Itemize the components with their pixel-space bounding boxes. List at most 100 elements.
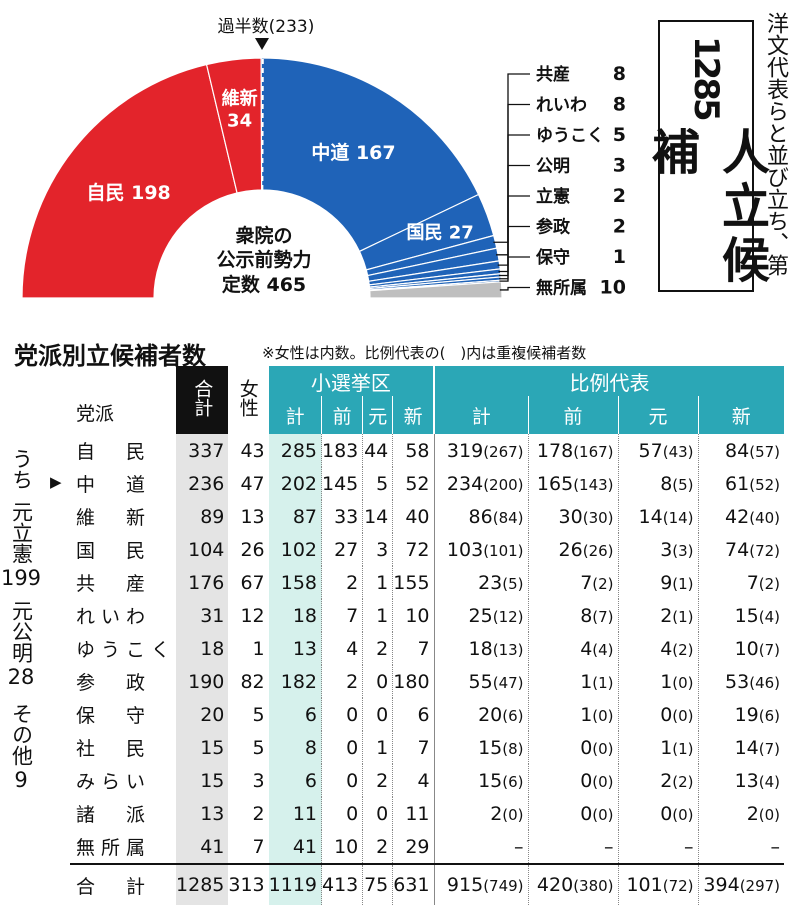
side-note-uchi: うち [9, 448, 34, 490]
pr-dup-count: (380) [573, 877, 614, 895]
cell-d-shin: 52 [392, 467, 435, 500]
pr-count: 8 [580, 604, 593, 627]
side-note-sonota: その他 [9, 702, 34, 766]
slice-label-2-0: 中道 167 [311, 141, 395, 164]
pr-dup-count: (2) [592, 574, 614, 593]
party-name: 参 政 [76, 672, 152, 694]
cell-p-moto: 101(72) [617, 863, 699, 905]
pr-count: 26 [558, 538, 583, 561]
headline-number: 1285 [686, 36, 726, 119]
pr-dup-count: (47) [492, 673, 524, 692]
pr-dup-count: (7) [592, 607, 614, 626]
cell-p-kei: – [433, 830, 529, 864]
table-row: ▶ 中 道 236 47 202 145 5 52 234(200) 165(143) 8(5) 61… [50, 467, 785, 500]
party-cell: 共 産 [70, 566, 176, 599]
cell-p-mae: 7(2) [527, 566, 619, 599]
cell-female: 67 [240, 571, 265, 594]
cell-p-moto: 2(1) [617, 599, 699, 632]
leader-line-7 [498, 164, 530, 273]
pr-count: 86 [468, 505, 493, 528]
cell-p-mae: 420(380) [527, 863, 619, 905]
pr-count: 9 [660, 571, 673, 594]
cell-p-moto: – [617, 830, 699, 864]
cell-d-moto: 2 [362, 830, 393, 864]
pr-count: – [514, 835, 524, 858]
cell-p-moto: 0(0) [617, 698, 699, 731]
party-cell: 社 民 [70, 731, 176, 764]
cell-d-shin: 180 [392, 665, 435, 698]
party-cell: 参 政 [70, 665, 176, 698]
table-row: 参 政 190 82 182 2 0 180 55(47) 1(1) 1(0) 53(46) [70, 665, 785, 698]
cell-p-mae: 4(4) [527, 632, 619, 665]
table-title: 党派別立候補者数 [14, 342, 206, 370]
small-slice-name-7: 公明 [536, 157, 570, 177]
pr-dup-count: (12) [492, 607, 524, 626]
cell-d-shin: 10 [392, 599, 435, 632]
pr-count: 20 [478, 703, 503, 726]
cell-p-kei: 18(13) [433, 632, 529, 665]
table-row: 共 産 176 67 158 2 1 155 23(5) 7(2) 9(1) 7(2) [70, 566, 785, 599]
pr-dup-count: (0) [672, 706, 694, 725]
header-d-shin: 新 [392, 396, 435, 434]
pr-count: 420 [536, 874, 574, 896]
pr-dup-count: (6) [758, 706, 781, 725]
cell-d-kei: 182 [268, 665, 322, 698]
pr-dup-count: (4) [758, 772, 781, 791]
pr-dup-count: (0) [592, 706, 614, 725]
center-total: 定数 465 [222, 273, 306, 296]
cell-female: 43 [240, 439, 265, 462]
small-slice-value-6: 5 [613, 124, 626, 146]
cell-total: 15 [176, 731, 229, 764]
pr-count: 7 [580, 571, 593, 594]
pr-count: 234 [446, 472, 484, 495]
cell-p-shin: – [697, 830, 785, 864]
cell-p-mae: 0(0) [527, 731, 619, 764]
pr-dup-count: (72) [662, 877, 694, 895]
party-name: 自 民 [76, 441, 152, 463]
cell-d-shin: 72 [392, 533, 435, 566]
table-row: ゆうこく 18 1 13 4 2 7 18(13) 4(4) 4(2) 10(7) [70, 632, 785, 665]
pr-dup-count: (5) [672, 475, 694, 494]
cell-female: 26 [240, 538, 265, 561]
cell-d-moto: 1 [362, 566, 393, 599]
leader-line-4 [493, 73, 530, 243]
cell-p-kei: 15(6) [433, 764, 529, 797]
cell-p-moto: 1(0) [617, 665, 699, 698]
cell-d-kei: 18 [268, 599, 322, 632]
pr-count: 103 [446, 538, 484, 561]
pr-dup-count: (7) [758, 739, 781, 758]
cell-p-moto: 9(1) [617, 566, 699, 599]
pr-count: 8 [660, 472, 673, 495]
cell-d-moto: 5 [362, 467, 393, 500]
pr-count: 915 [446, 874, 484, 896]
slice-label-1-1: 34 [227, 111, 252, 132]
cell-d-kei: 13 [268, 632, 322, 665]
cell-total: 20 [176, 698, 229, 731]
pr-count: 7 [746, 571, 759, 594]
pr-count: 0 [580, 736, 593, 759]
small-slice-value-4: 8 [613, 63, 626, 85]
headline-box: 1285 人立候補 [643, 20, 769, 292]
pr-dup-count: (13) [492, 640, 524, 659]
small-slice-name-9: 参政 [536, 217, 571, 238]
small-slice-name-5: れいわ [536, 96, 587, 116]
pr-count: 3 [660, 538, 673, 561]
cell-p-kei: 23(5) [433, 566, 529, 599]
cell-total: 190 [176, 665, 229, 698]
pr-dup-count: (267) [483, 442, 524, 461]
cell-d-kei: 202 [268, 467, 322, 500]
pr-dup-count: (46) [749, 673, 781, 692]
cell-d-mae: 413 [320, 863, 363, 905]
cell-d-mae: 183 [320, 434, 363, 467]
pr-dup-count: (0) [592, 772, 614, 791]
cell-total: 104 [176, 533, 229, 566]
slice-0 [21, 63, 238, 299]
header-party: 党派 [76, 403, 115, 425]
header-p-shin: 新 [697, 396, 785, 434]
pr-count: – [604, 835, 614, 858]
table-row: 維 新 89 13 87 33 14 40 86(84) 30(30) 14(14) 42(40) [70, 500, 785, 533]
cell-female: 313 [228, 863, 269, 905]
pr-dup-count: (1) [592, 673, 614, 692]
cell-d-mae: 0 [320, 698, 363, 731]
pr-dup-count: (2) [672, 640, 694, 659]
